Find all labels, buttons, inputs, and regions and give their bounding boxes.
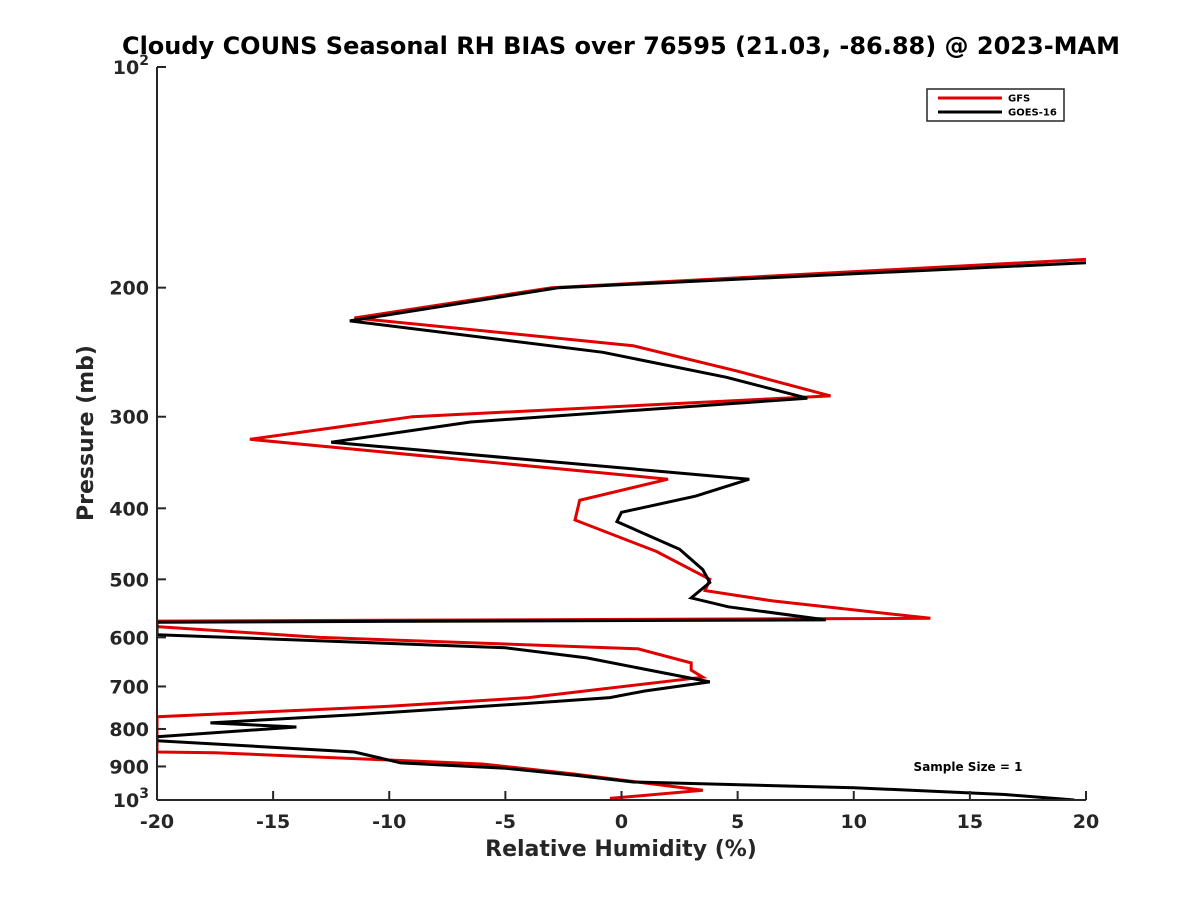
x-tick-label: 20 bbox=[1073, 811, 1099, 833]
legend-label: GOES-16 bbox=[1008, 108, 1057, 119]
x-tick-label: -15 bbox=[256, 811, 290, 833]
x-tick-label: 0 bbox=[615, 811, 628, 833]
y-tick-label: 300 bbox=[109, 407, 149, 429]
y-tick-label-exponent: 3 bbox=[139, 786, 149, 802]
y-tick-label: 600 bbox=[109, 627, 149, 649]
y-tick-label-base: 10 bbox=[113, 790, 139, 812]
y-tick-label-base: 900 bbox=[109, 756, 149, 778]
y-tick-label-base: 500 bbox=[109, 569, 149, 591]
y-tick-label: 103 bbox=[113, 786, 149, 812]
x-axis-ticks: -20 -15 -10 -5 0 5 10 15 20 bbox=[140, 791, 1099, 833]
y-tick-label-base: 700 bbox=[109, 676, 149, 698]
y-tick-label: 500 bbox=[109, 569, 149, 591]
y-tick-label: 800 bbox=[109, 719, 149, 741]
series-line-gfs bbox=[157, 257, 1086, 800]
x-tick-label: 10 bbox=[841, 811, 867, 833]
y-tick-label: 700 bbox=[109, 676, 149, 698]
y-tick-label: 200 bbox=[109, 278, 149, 300]
y-tick-label-base: 10 bbox=[113, 57, 139, 79]
y-tick-label-exponent: 2 bbox=[139, 53, 149, 69]
chart-title: Cloudy COUNS Seasonal RH BIAS over 76595… bbox=[122, 32, 1120, 60]
plot-area: -20 -15 -10 -5 0 5 10 15 20 10220030040050060070… bbox=[109, 53, 1099, 833]
x-axis-label: Relative Humidity (%) bbox=[485, 837, 757, 862]
legend-label: GFS bbox=[1008, 94, 1030, 105]
sample-size-annotation: Sample Size = 1 bbox=[914, 760, 1023, 774]
x-tick-label: 15 bbox=[957, 811, 983, 833]
legend-box bbox=[926, 88, 1065, 122]
x-tick-label: -10 bbox=[372, 811, 406, 833]
x-tick-label: -20 bbox=[140, 811, 174, 833]
x-tick-label: 5 bbox=[731, 811, 744, 833]
y-tick-label-base: 200 bbox=[109, 278, 149, 300]
series-line-goes-16 bbox=[157, 261, 1086, 800]
series-layer bbox=[157, 257, 1086, 800]
y-tick-label: 900 bbox=[109, 756, 149, 778]
legend: GFS GOES-16 bbox=[926, 88, 1065, 122]
y-axis-label: Pressure (mb) bbox=[74, 345, 99, 521]
y-tick-label-base: 300 bbox=[109, 407, 149, 429]
y-tick-label: 102 bbox=[113, 53, 149, 79]
legend-items: GFS GOES-16 bbox=[938, 94, 1057, 119]
y-tick-label-base: 800 bbox=[109, 719, 149, 741]
y-tick-label-base: 600 bbox=[109, 627, 149, 649]
x-tick-label: -5 bbox=[495, 811, 516, 833]
y-tick-label: 400 bbox=[109, 498, 149, 520]
y-tick-label-base: 400 bbox=[109, 498, 149, 520]
